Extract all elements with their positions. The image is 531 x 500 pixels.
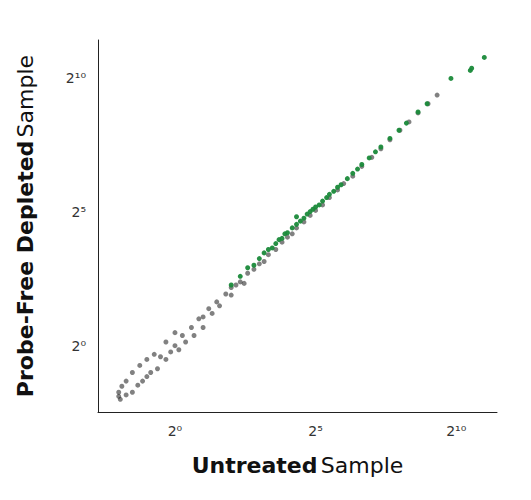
svg-text:2⁰: 2⁰ — [168, 423, 183, 439]
svg-text:2⁰: 2⁰ — [71, 338, 86, 354]
svg-text:2⁵: 2⁵ — [71, 204, 86, 220]
svg-text:2⁵: 2⁵ — [308, 423, 323, 439]
svg-text:2¹⁰: 2¹⁰ — [66, 70, 87, 86]
svg-text:Untreated: Untreated — [192, 453, 318, 478]
svg-text:Sample: Sample — [321, 453, 404, 478]
svg-text:Sample: Sample — [13, 55, 38, 138]
svg-text:2¹⁰: 2¹⁰ — [446, 423, 467, 439]
svg-text:Probe-Free Depleted: Probe-Free Depleted — [13, 141, 38, 397]
